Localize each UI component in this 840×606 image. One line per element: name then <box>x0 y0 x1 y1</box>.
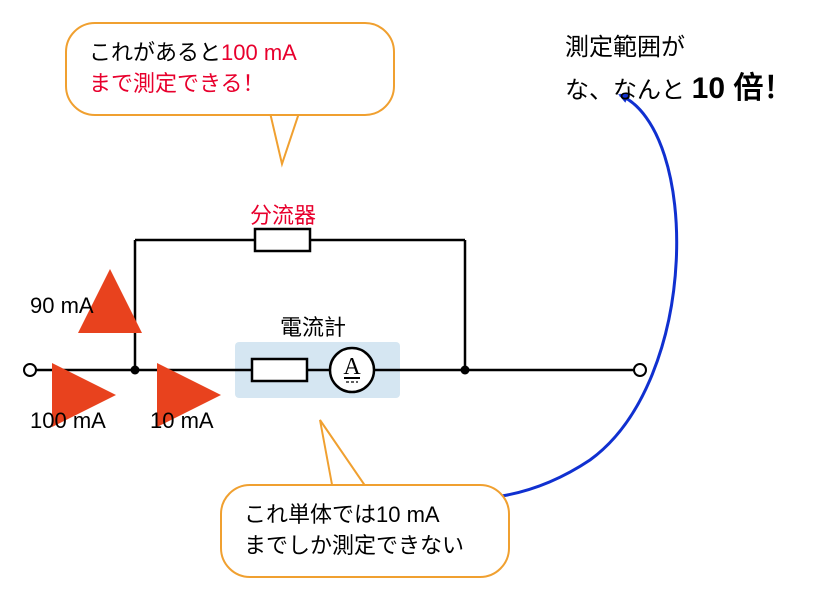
diagram-root: A これがあると100 mA まで測定できる！ これ単体では10 mA ま <box>0 0 840 606</box>
label-90ma: 90 mA <box>30 293 94 319</box>
range-text: 測定範囲が な、なんと 10 倍！ <box>565 30 793 111</box>
node-left <box>131 366 140 375</box>
label-ammeter: 電流計 <box>280 310 346 342</box>
bubble-top-t3: まで測定できる！ <box>89 71 265 96</box>
bubble-top: これがあると100 mA まで測定できる！ <box>65 22 395 116</box>
label-10ma: 10 mA <box>150 408 214 434</box>
node-right <box>461 366 470 375</box>
bubble-bottom-t3: までしか測定できない <box>244 533 464 558</box>
range-line2a: な、なんと <box>565 77 692 104</box>
ammeter-symbol: A <box>343 354 361 380</box>
bubble-bottom: これ単体では10 mA までしか測定できない <box>220 484 510 578</box>
bubble-bottom-t2: 10 mA <box>376 502 440 527</box>
bubble-bottom-tail <box>320 420 368 490</box>
bubble-top-t2: 100 mA <box>221 40 297 65</box>
label-shunt: 分流器 <box>250 198 316 230</box>
terminal-left <box>24 364 36 376</box>
terminal-right <box>634 364 646 376</box>
label-100ma: 100 mA <box>30 408 106 434</box>
bubble-bottom-t1: これ単体では <box>244 502 376 527</box>
shunt-resistor <box>255 229 310 251</box>
range-line1: 測定範囲が <box>565 34 685 61</box>
bubble-top-t1: これがあると <box>89 40 221 65</box>
range-line2b: 10 倍！ <box>692 72 794 105</box>
curve-arrow <box>440 95 677 500</box>
